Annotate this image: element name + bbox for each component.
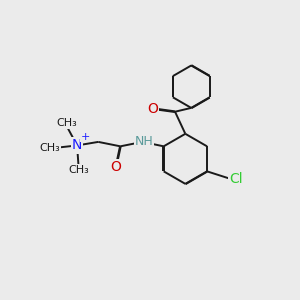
Text: +: + [81,132,90,142]
Text: CH₃: CH₃ [39,143,60,153]
Text: NH: NH [135,135,153,148]
Text: CH₃: CH₃ [56,118,77,128]
Text: N: N [72,138,82,152]
Text: CH₃: CH₃ [68,165,89,175]
Text: Cl: Cl [229,172,243,186]
Text: O: O [147,102,158,116]
Text: O: O [110,160,122,174]
